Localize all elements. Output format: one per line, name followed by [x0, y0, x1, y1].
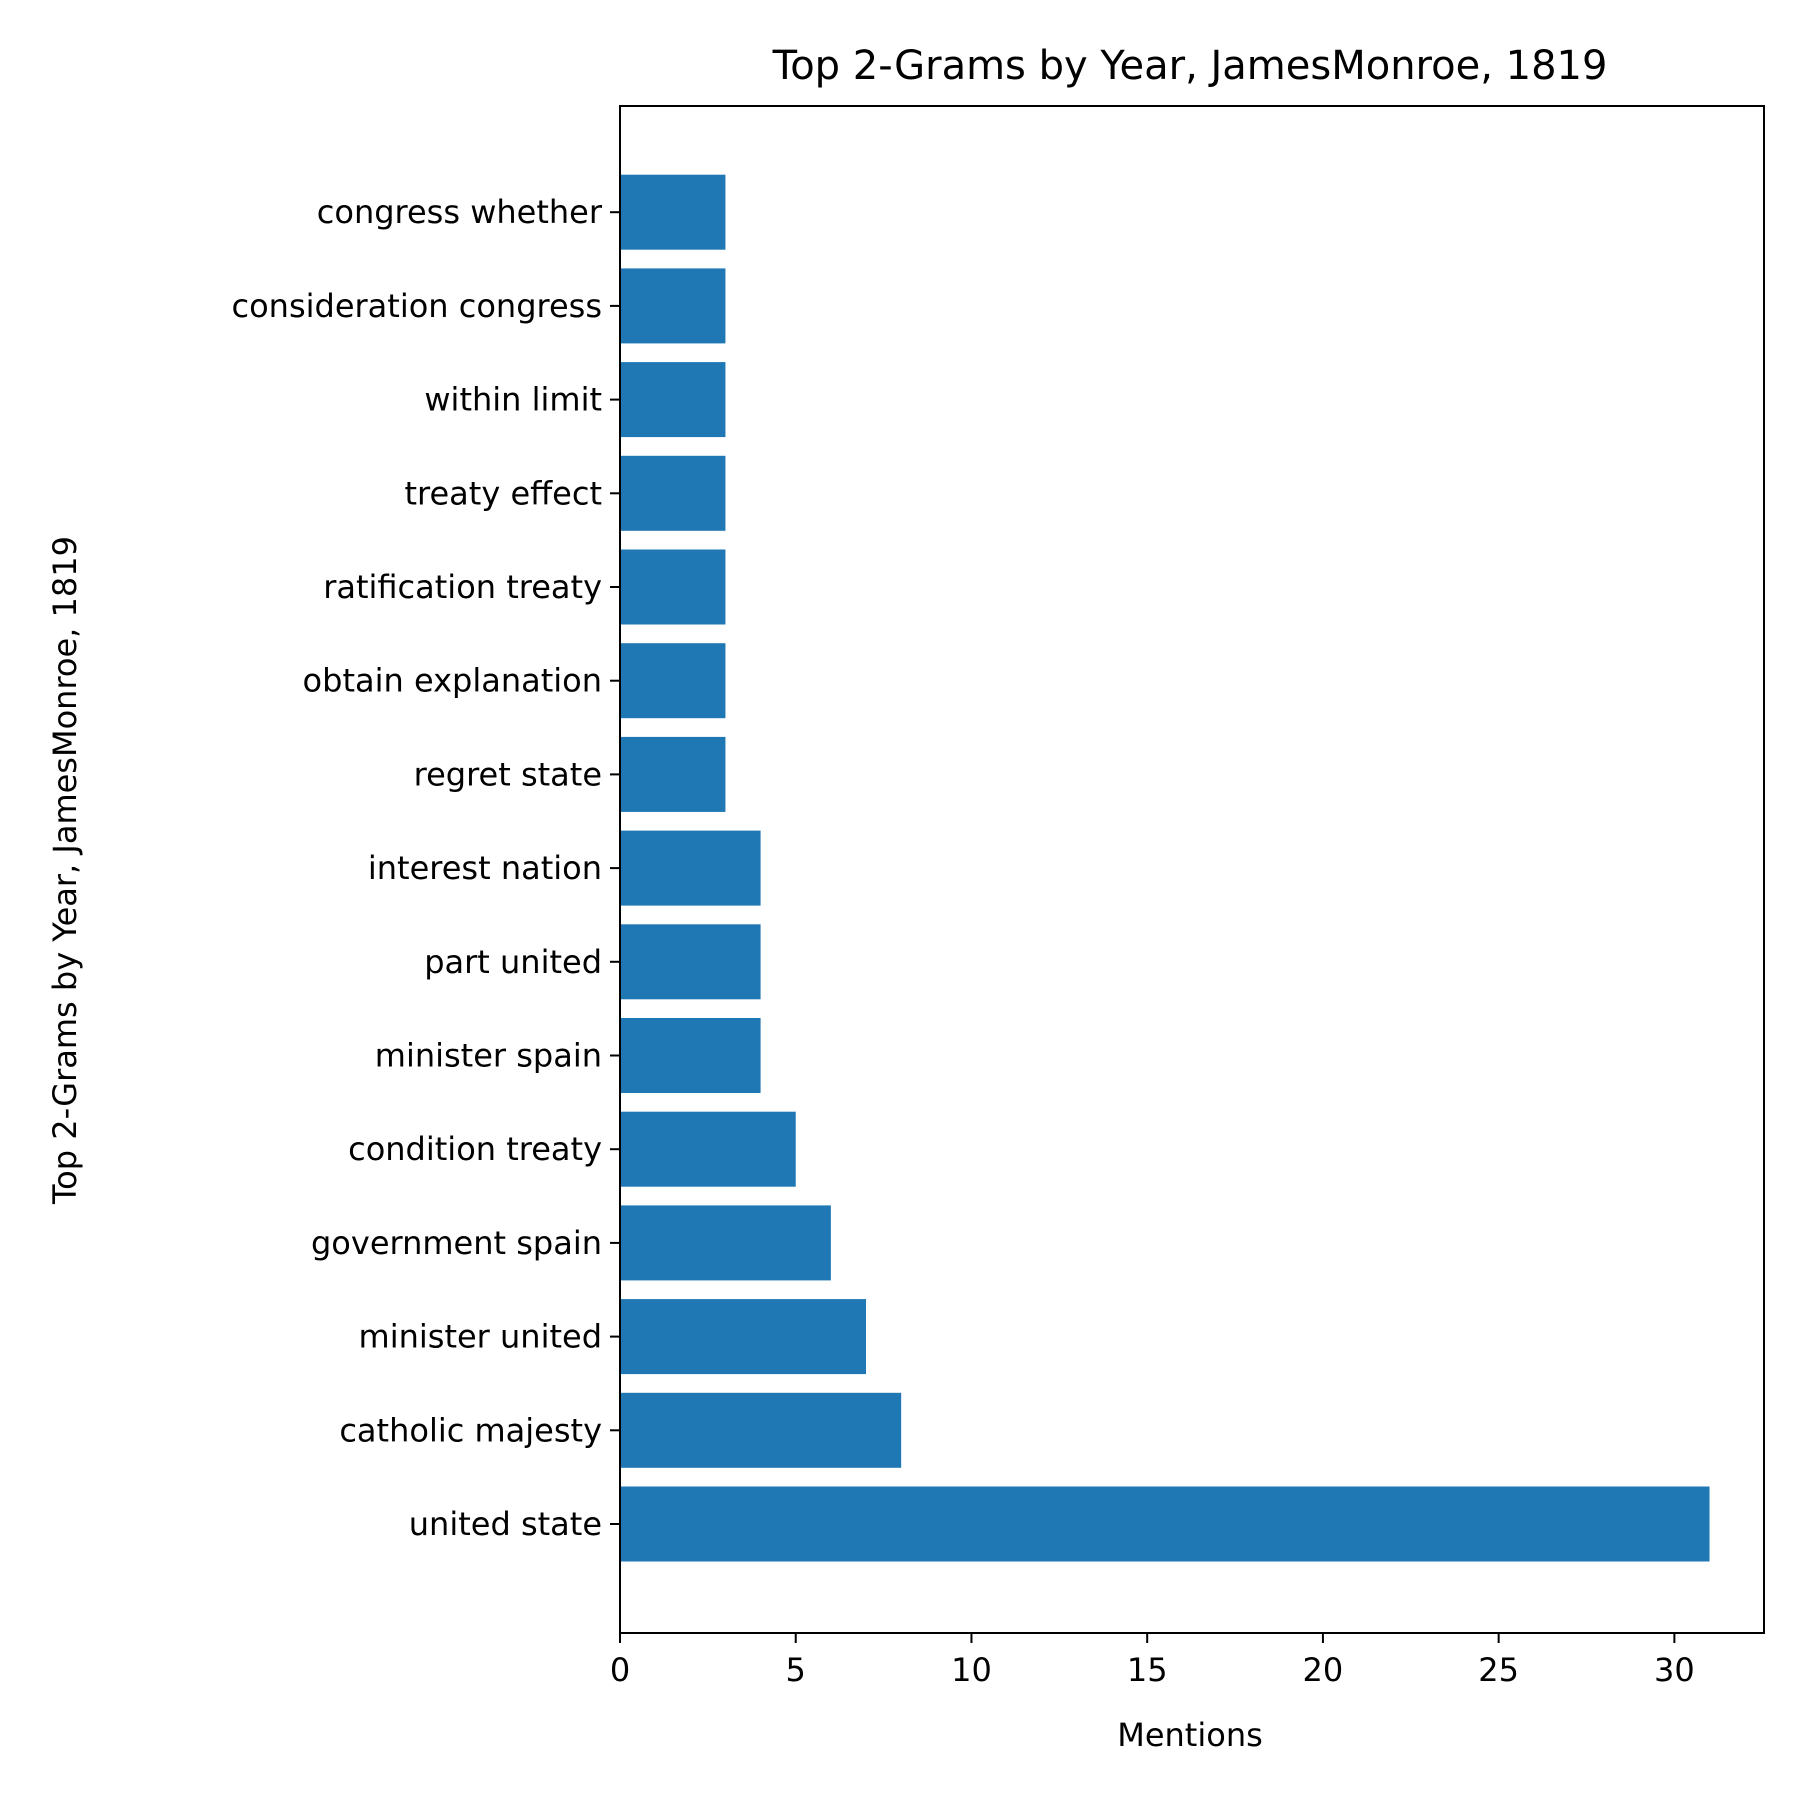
x-tick-label-30: 30 [1654, 1651, 1695, 1689]
y-tick-label-regret-state: regret state [414, 755, 602, 793]
bar-government-spain [620, 1205, 831, 1281]
bar-consideration-congress [620, 268, 726, 344]
y-tick-label-condition-treaty: condition treaty [348, 1130, 602, 1168]
y-tick-label-part-united: part united [424, 943, 602, 981]
bar-congress-whether [620, 174, 726, 250]
x-tick-label-5: 5 [786, 1651, 806, 1689]
bar-within-limit [620, 362, 726, 438]
bar-obtain-explanation [620, 643, 726, 719]
plot-frame [619, 105, 1765, 1634]
x-axis-ticks: 0 5 10 15 20 25 30 [610, 1633, 1695, 1689]
x-tick-label-10: 10 [951, 1651, 992, 1689]
x-axis-label: Mentions [1117, 1716, 1263, 1754]
x-tick-label-25: 25 [1478, 1651, 1519, 1689]
bar-catholic-majesty [620, 1392, 902, 1468]
chart-title: Top 2-Grams by Year, JamesMonroe, 1819 [772, 43, 1608, 89]
bar-regret-state [620, 736, 726, 812]
bar-minister-united [620, 1299, 867, 1375]
y-tick-label-minister-united: minister united [359, 1318, 602, 1356]
bar-treaty-effect [620, 455, 726, 531]
y-tick-label-ratification-treaty: ratification treaty [323, 568, 602, 606]
x-tick-label-15: 15 [1127, 1651, 1168, 1689]
y-tick-label-obtain-explanation: obtain explanation [303, 662, 602, 700]
y-tick-label-congress-whether: congress whether [317, 193, 603, 231]
x-tick-label-0: 0 [610, 1651, 630, 1689]
y-tick-label-consideration-congress: consideration congress [232, 287, 603, 325]
bar-ratification-treaty [620, 549, 726, 625]
y-tick-label-interest-nation: interest nation [368, 849, 602, 887]
y-tick-label-treaty-effect: treaty effect [404, 474, 602, 512]
y-axis-label: Top 2-Grams by Year, JamesMonroe, 1819 [46, 536, 84, 1205]
bar-minister-spain [620, 1018, 761, 1093]
y-tick-label-within-limit: within limit [424, 381, 602, 419]
bar-condition-treaty [620, 1111, 796, 1187]
bar-united-state [620, 1486, 1710, 1562]
bars-group [620, 174, 1710, 1562]
y-tick-label-government-spain: government spain [311, 1224, 602, 1262]
y-tick-label-minister-spain: minister spain [375, 1037, 602, 1075]
bar-part-united [620, 924, 761, 1000]
bar-interest-nation [620, 830, 761, 906]
y-axis-ticks: united state catholic majesty minister uni… [232, 193, 620, 1543]
y-tick-label-catholic-majesty: catholic majesty [339, 1411, 602, 1449]
x-tick-label-20: 20 [1303, 1651, 1344, 1689]
y-tick-label-united-state: united state [409, 1505, 602, 1543]
